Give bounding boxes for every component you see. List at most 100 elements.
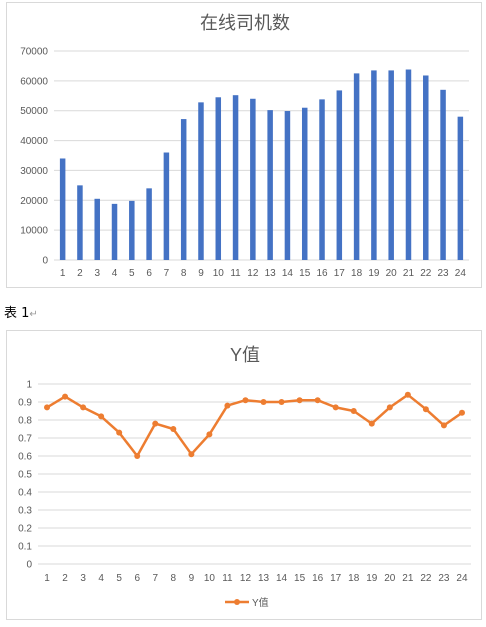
x-tick-label: 21 [403, 268, 415, 279]
x-tick-label: 13 [265, 268, 277, 279]
data-point [260, 399, 267, 405]
x-tick-label: 11 [230, 268, 241, 279]
x-tick-label: 18 [351, 268, 363, 279]
data-point [224, 402, 231, 409]
data-point [386, 404, 393, 411]
data-point [350, 408, 357, 414]
bar [250, 98, 256, 261]
bar [146, 188, 152, 260]
bar [77, 185, 83, 260]
data-point [422, 406, 429, 413]
x-tick-label: 15 [294, 573, 306, 584]
x-tick-label: 9 [198, 268, 204, 279]
legend-marker [234, 599, 240, 605]
x-tick-label: 5 [129, 268, 135, 279]
bar [388, 70, 394, 261]
x-tick-label: 1 [60, 268, 66, 279]
x-tick-label: 19 [368, 268, 380, 279]
bar [232, 95, 239, 260]
x-tick-label: 4 [112, 268, 118, 279]
y-tick-label: 0.5 [18, 470, 32, 481]
x-tick-label: 12 [240, 573, 252, 584]
y-tick-label: 0 [42, 256, 48, 267]
y-tick-label: 1 [26, 380, 32, 391]
bar [353, 73, 360, 261]
bar [301, 107, 308, 260]
data-point [458, 409, 465, 416]
bar [198, 102, 204, 261]
driver-count-chart-svg: 在线司机数 0 10000 20000 30000 40000 50000 60000 7000… [20, 13, 469, 279]
x-tick-label: 20 [384, 573, 396, 584]
x-tick-label: 16 [316, 268, 328, 279]
bar [457, 116, 464, 260]
y-tick-label: 30000 [20, 166, 48, 177]
x-tick-label: 13 [258, 573, 270, 584]
y-tick-label: 0.7 [18, 434, 32, 445]
x-tick-label: 2 [62, 573, 68, 584]
x-tick-label: 10 [213, 268, 225, 279]
data-point [332, 404, 339, 411]
bar [111, 203, 118, 260]
x-tick-label: 17 [330, 573, 342, 584]
bar [405, 69, 412, 260]
x-tick-label: 3 [80, 573, 86, 584]
x-tick-label: 24 [455, 268, 467, 279]
x-tick-label: 19 [366, 573, 378, 584]
x-tick-label: 1 [44, 573, 50, 584]
y-tick-label: 0 [26, 560, 32, 571]
data-point [278, 399, 285, 405]
x-tick-label: 11 [222, 573, 233, 584]
y-tick-label: 70000 [20, 47, 48, 58]
y-tick-label: 0.4 [18, 488, 32, 499]
x-tick-label: 4 [98, 573, 104, 584]
x-tick-label: 22 [420, 573, 432, 584]
table-caption: 表 1↵ [4, 302, 38, 321]
return-mark-icon: ↵ [29, 309, 38, 320]
x-tick-label: 21 [402, 573, 414, 584]
bar [284, 111, 291, 261]
x-tick-label: 6 [134, 573, 140, 584]
x-tick-label: 22 [420, 268, 432, 279]
y-tick-label: 10000 [20, 226, 48, 237]
x-tick-label: 3 [94, 268, 100, 279]
x-tick-label: 23 [438, 573, 450, 584]
chart-title: Y值 [230, 345, 260, 365]
y-tick-label: 0.8 [18, 416, 32, 427]
y-tick-label: 0.2 [18, 524, 32, 535]
x-tick-label: 16 [312, 573, 324, 584]
caption-text: 表 1 [4, 306, 30, 321]
data-point [296, 397, 303, 404]
bar [423, 75, 429, 261]
data-point [134, 453, 141, 459]
data-point [440, 422, 447, 429]
bar [215, 97, 222, 261]
chart-title: 在线司机数 [200, 13, 290, 33]
bar [163, 152, 170, 260]
bar [59, 158, 66, 260]
x-tick-label: 20 [386, 268, 398, 279]
x-tick-label: 8 [171, 573, 177, 584]
bar [371, 70, 377, 261]
x-tick-label: 5 [116, 573, 122, 584]
y-tick-label: 0.6 [18, 452, 32, 463]
data-point [188, 451, 195, 458]
bar [94, 198, 100, 260]
bar [267, 110, 273, 260]
y-tick-label: 0.1 [18, 542, 32, 553]
x-tick-label: 18 [348, 573, 360, 584]
x-tick-label: 2 [77, 268, 83, 279]
data-point [242, 397, 249, 404]
data-point [80, 404, 87, 411]
y-tick-label: 60000 [20, 76, 48, 87]
series-line [46, 393, 463, 458]
y-tick-label: 0.3 [18, 506, 32, 517]
bar [440, 89, 446, 260]
y-value-chart: Y值 0 0.1 0.2 0.3 0.4 0.5 0.6 0.7 0.8 0.9 1 1 2 3 4 5 6 7 8 9… [6, 330, 482, 620]
data-point [170, 426, 177, 432]
data-point [62, 393, 69, 400]
bar [129, 200, 135, 260]
x-tick-label: 9 [189, 573, 195, 584]
data-point [368, 420, 375, 427]
x-tick-label: 14 [276, 573, 288, 584]
